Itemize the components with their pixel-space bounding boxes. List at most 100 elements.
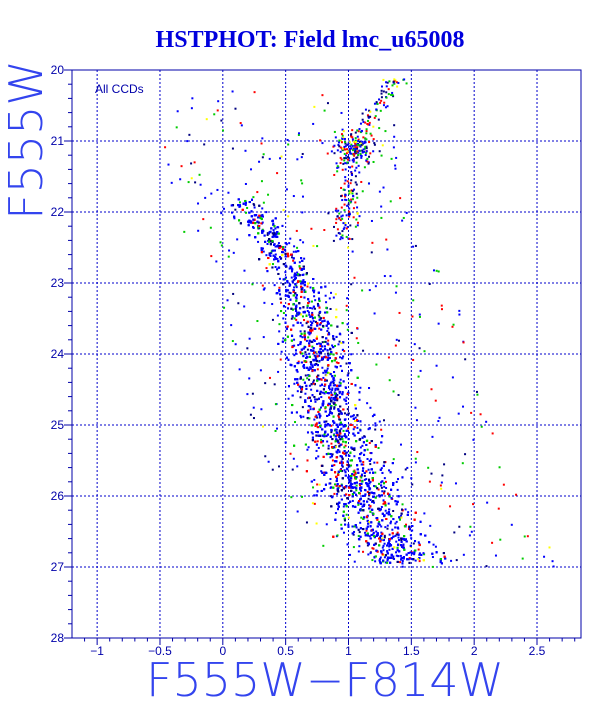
data-point [326,358,329,361]
data-point [414,511,417,514]
data-point [286,325,289,328]
data-point [417,558,420,561]
data-point [388,493,391,496]
data-point [344,141,347,144]
data-point [286,335,289,338]
data-point [309,405,312,408]
data-point [462,405,465,408]
data-point [316,431,319,434]
data-point [311,317,314,320]
data-point [391,547,394,550]
data-point [246,220,249,223]
data-point [271,468,274,471]
data-point [331,380,334,383]
data-point [312,291,315,294]
data-point [188,133,191,136]
data-point [317,314,320,317]
data-point [305,356,308,359]
data-point [324,406,327,409]
data-point [386,105,389,108]
data-point [378,127,381,130]
data-point [362,143,365,146]
data-point [256,320,259,323]
data-point [260,214,263,217]
data-point [342,222,345,225]
data-point [248,211,251,214]
data-point [343,145,346,148]
data-point [502,483,505,486]
data-point [321,320,324,323]
data-point [302,415,305,418]
data-point [333,407,336,410]
data-point [347,203,350,206]
data-point [369,463,372,466]
data-point [392,95,395,98]
data-point [453,531,456,534]
data-point [329,397,332,400]
data-point [338,232,341,235]
data-point [343,452,346,455]
data-point [343,182,346,185]
data-point [369,510,372,513]
data-point [330,291,333,294]
data-point [361,140,364,143]
data-point [264,382,267,385]
data-point [480,425,483,428]
data-point [356,426,359,429]
data-point [231,211,234,214]
data-point [203,143,206,146]
data-point [362,494,365,497]
data-point [367,553,370,556]
data-point [258,204,261,207]
data-point [391,532,394,535]
data-point [387,93,390,96]
data-point [347,237,350,240]
data-point [345,435,348,438]
data-point [348,485,351,488]
data-point [276,268,279,271]
data-point [434,399,437,402]
data-point [375,549,378,552]
data-point [344,176,347,179]
data-point [368,141,371,144]
data-point [464,453,467,456]
data-point [397,495,400,498]
data-point [257,232,260,235]
data-point [343,433,346,436]
data-point [346,393,349,396]
data-point [298,261,301,264]
data-point [378,150,381,153]
data-point [385,81,388,84]
data-point [424,534,427,537]
data-point [277,370,280,373]
data-point [350,198,353,201]
data-point [372,547,375,550]
data-point [347,246,350,249]
data-point [329,456,332,459]
data-point [338,434,341,437]
data-point [309,320,312,323]
data-point [308,378,311,381]
data-point [332,335,335,338]
data-point [374,496,377,499]
data-point [272,254,275,257]
data-point [548,546,551,549]
data-point [302,265,305,268]
data-point [367,116,370,119]
data-point [382,186,385,189]
data-point [287,303,290,306]
data-point [360,142,363,145]
data-point [343,188,346,191]
data-point [327,402,330,405]
data-point [356,327,359,330]
data-point [342,440,345,443]
data-point [325,337,328,340]
data-point [373,492,376,495]
data-point [284,321,287,324]
data-point [329,435,332,438]
data-point [339,421,342,424]
data-point [325,424,328,427]
data-point [336,394,339,397]
data-point [293,286,296,289]
data-point [278,289,281,292]
